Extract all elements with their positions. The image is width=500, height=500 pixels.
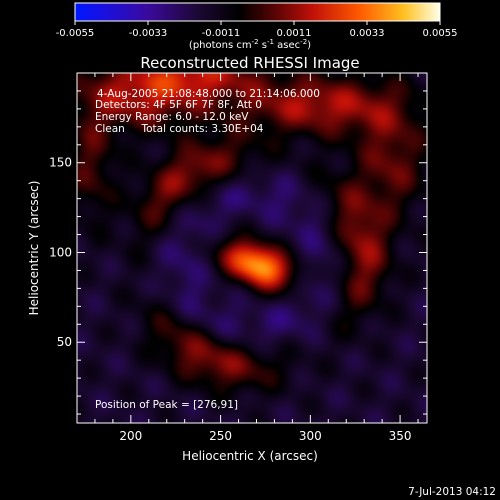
- axis-ticks: 200 250 300 350 50 100 150: [49, 72, 427, 443]
- colorbar-tick-label: 0.0033: [350, 28, 385, 39]
- y-axis-label: Heliocentric Y (arcsec): [27, 181, 41, 316]
- plot-frame: [76, 72, 428, 424]
- heatmap-image: [77, 73, 427, 423]
- x-tick-label: 250: [209, 429, 232, 443]
- footer-timestamp: 7-Jul-2013 04:12: [408, 486, 496, 498]
- peak-position-label: Position of Peak = [276,91]: [95, 399, 238, 411]
- annotation-time-range: 4-Aug-2005 21:08:48.000 to 21:14:06.000: [97, 88, 320, 100]
- colorbar-tick-label: -0.0011: [202, 28, 241, 39]
- annotation-energy-range: Energy Range: 6.0 - 12.0 keV: [95, 111, 249, 123]
- x-tick-label: 350: [389, 429, 412, 443]
- x-tick-label: 300: [299, 429, 322, 443]
- colorbar-units-label: (photons cm-2 s-1 asec-2): [189, 38, 311, 51]
- y-tick-label: 50: [57, 335, 72, 349]
- colorbar-tick-label: -0.0055: [56, 28, 95, 39]
- colorbar-tick-label: 0.0055: [423, 28, 458, 39]
- x-axis-label: Heliocentric X (arcsec): [182, 449, 318, 463]
- annotation-detectors: Detectors: 4F 5F 6F 7F 8F, Att 0: [95, 99, 262, 111]
- y-tick-label: 150: [49, 156, 72, 170]
- annotation-clean-counts: Clean Total counts: 3.30E+04: [95, 123, 264, 135]
- colorbar-ticks: -0.0055 -0.0033 -0.0011 0.0011 0.0033 0.0055: [56, 21, 458, 39]
- colorbar-tick-label: -0.0033: [129, 28, 168, 39]
- x-tick-label: 200: [119, 429, 142, 443]
- colorbar-tick-label: 0.0011: [277, 28, 312, 39]
- chart-title: Reconstructed RHESSI Image: [140, 54, 359, 72]
- colorbar: [74, 2, 441, 22]
- y-tick-label: 100: [49, 245, 72, 259]
